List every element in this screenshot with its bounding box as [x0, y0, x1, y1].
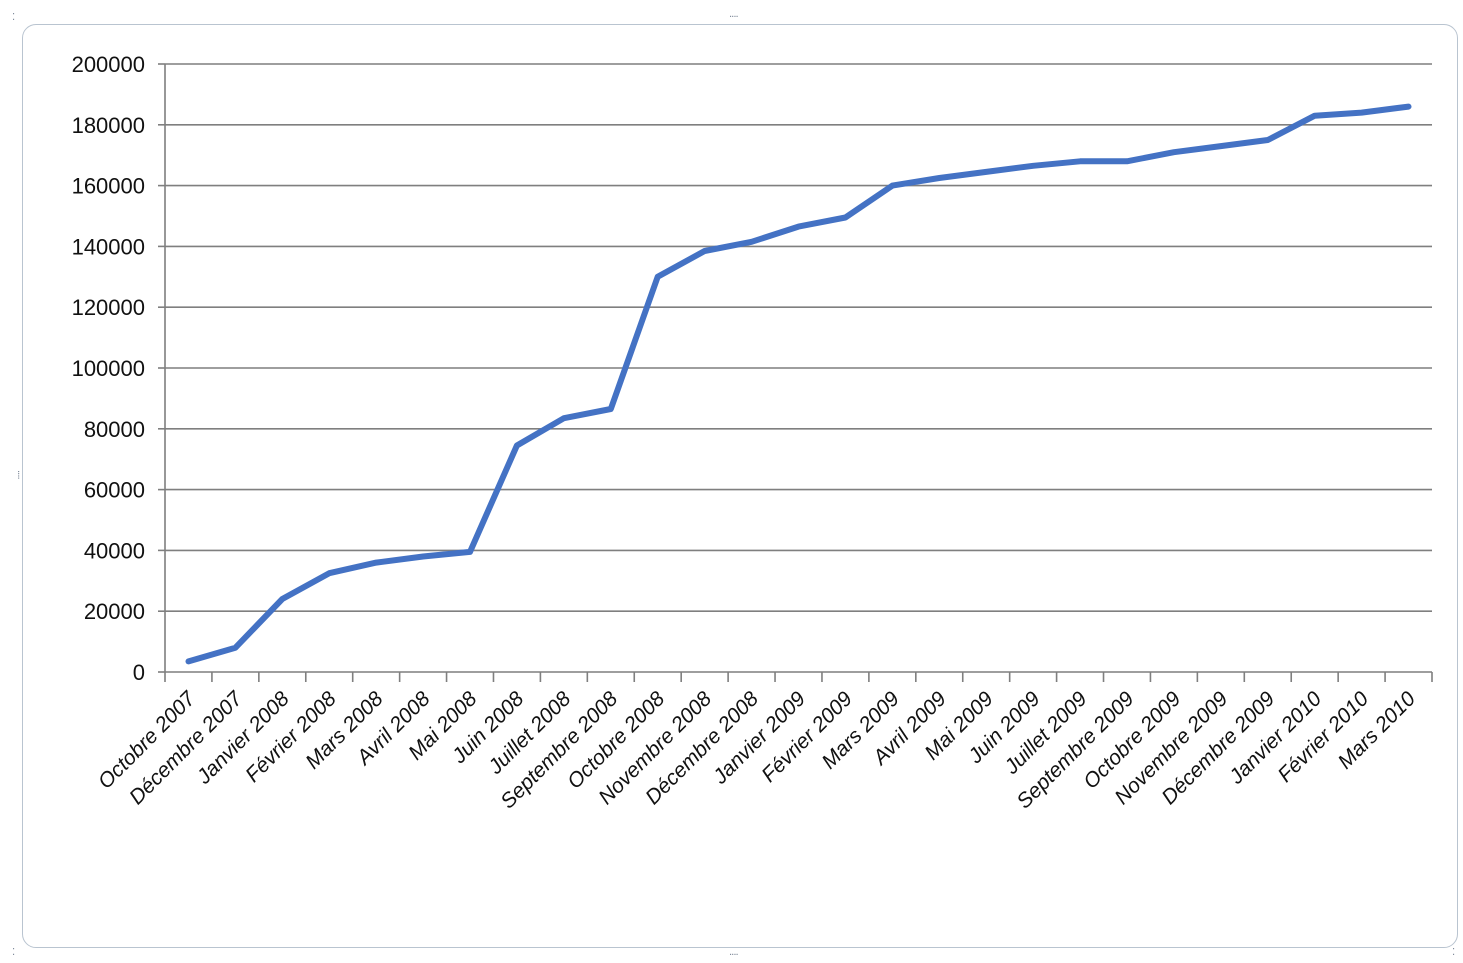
data-point — [561, 415, 567, 421]
resize-handle-left[interactable]: ···· — [12, 470, 23, 479]
data-point — [467, 549, 473, 555]
data-point — [232, 645, 238, 651]
data-point — [326, 570, 332, 576]
resize-handle-bottom[interactable]: ···· — [729, 950, 739, 961]
data-point — [1077, 158, 1083, 164]
data-point — [842, 215, 848, 221]
y-tick-label: 160000 — [72, 174, 145, 199]
y-tick-label: 40000 — [84, 538, 145, 563]
data-point — [702, 248, 708, 254]
y-tick-label: 80000 — [84, 417, 145, 442]
data-point — [1218, 143, 1224, 149]
y-tick-label: 180000 — [72, 113, 145, 138]
data-point — [185, 658, 191, 664]
data-point — [983, 169, 989, 175]
data-point — [749, 239, 755, 245]
data-point — [655, 274, 661, 280]
data-point — [1359, 110, 1365, 116]
series-line — [185, 103, 1412, 665]
resize-handle-bottom-left[interactable]: ⁚ — [12, 947, 15, 958]
y-tick-label: 20000 — [84, 599, 145, 624]
data-point — [796, 224, 801, 230]
data-point — [1265, 137, 1271, 143]
y-tick-label: 0 — [133, 660, 145, 685]
data-point — [936, 175, 942, 181]
data-point — [1124, 158, 1130, 164]
resize-handle-top-left[interactable]: ⁚ — [12, 12, 15, 23]
data-point — [1406, 104, 1412, 110]
data-point — [420, 553, 426, 559]
data-point — [1171, 149, 1177, 155]
data-point — [514, 443, 520, 449]
y-tick-label: 100000 — [72, 356, 145, 381]
data-point — [279, 596, 285, 602]
resize-handle-top[interactable]: ···· — [729, 12, 739, 23]
y-tick-label: 120000 — [72, 295, 145, 320]
data-point — [373, 560, 379, 566]
data-point — [1312, 113, 1318, 119]
resize-handle-bottom-right[interactable]: ⁚ — [1452, 947, 1455, 958]
y-tick-label: 140000 — [72, 234, 145, 259]
data-point — [1030, 163, 1036, 169]
y-tick-label: 200000 — [72, 52, 145, 77]
chart-area[interactable] — [22, 24, 1458, 948]
data-point — [608, 406, 614, 412]
data-point — [889, 183, 895, 189]
y-tick-label: 60000 — [84, 478, 145, 503]
